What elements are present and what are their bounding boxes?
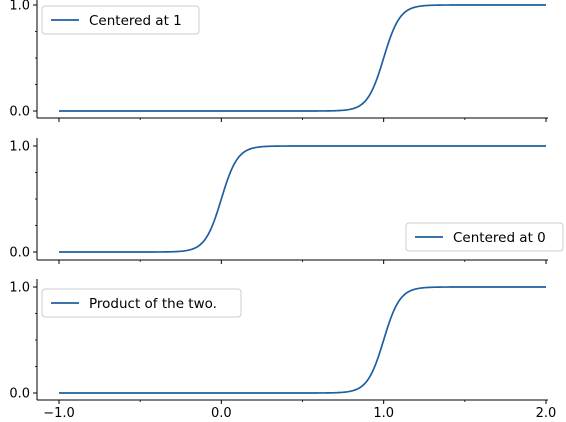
legend-box xyxy=(405,222,564,252)
subplot-2: 0.0 1.0 Centered at 0 xyxy=(9,138,564,264)
y-tick-label: 0.0 xyxy=(9,387,30,402)
x-tick-label: 2.0 xyxy=(536,406,557,421)
legend-label: Product of the two. xyxy=(89,296,217,312)
y-tick-label: 0.0 xyxy=(9,246,30,261)
subplot-1: 0.0 1.0 Centered at 1 xyxy=(9,0,548,122)
y-tick-label: 1.0 xyxy=(9,0,30,14)
legend-box xyxy=(41,5,200,35)
legend-box xyxy=(41,288,242,318)
legend: Centered at 1 xyxy=(41,5,200,35)
legend: Centered at 0 xyxy=(405,222,564,252)
x-tick-label: 1.0 xyxy=(373,406,394,421)
legend-label: Centered at 0 xyxy=(453,230,546,246)
y-tick-label: 1.0 xyxy=(9,281,30,296)
y-tick-label: 1.0 xyxy=(9,140,30,155)
legend: Product of the two. xyxy=(41,288,242,318)
series-line xyxy=(59,286,546,394)
series-line xyxy=(59,145,546,253)
y-tick-label: 0.0 xyxy=(9,105,30,120)
series-line xyxy=(59,4,546,112)
legend-label: Centered at 1 xyxy=(89,13,182,29)
x-tick-label: 0.0 xyxy=(211,406,232,421)
x-tick-label: −1.0 xyxy=(43,406,75,421)
subplot-3: 0.0 1.0 −1.0 0.0 1.0 2.0 Product of the two. xyxy=(9,279,556,421)
